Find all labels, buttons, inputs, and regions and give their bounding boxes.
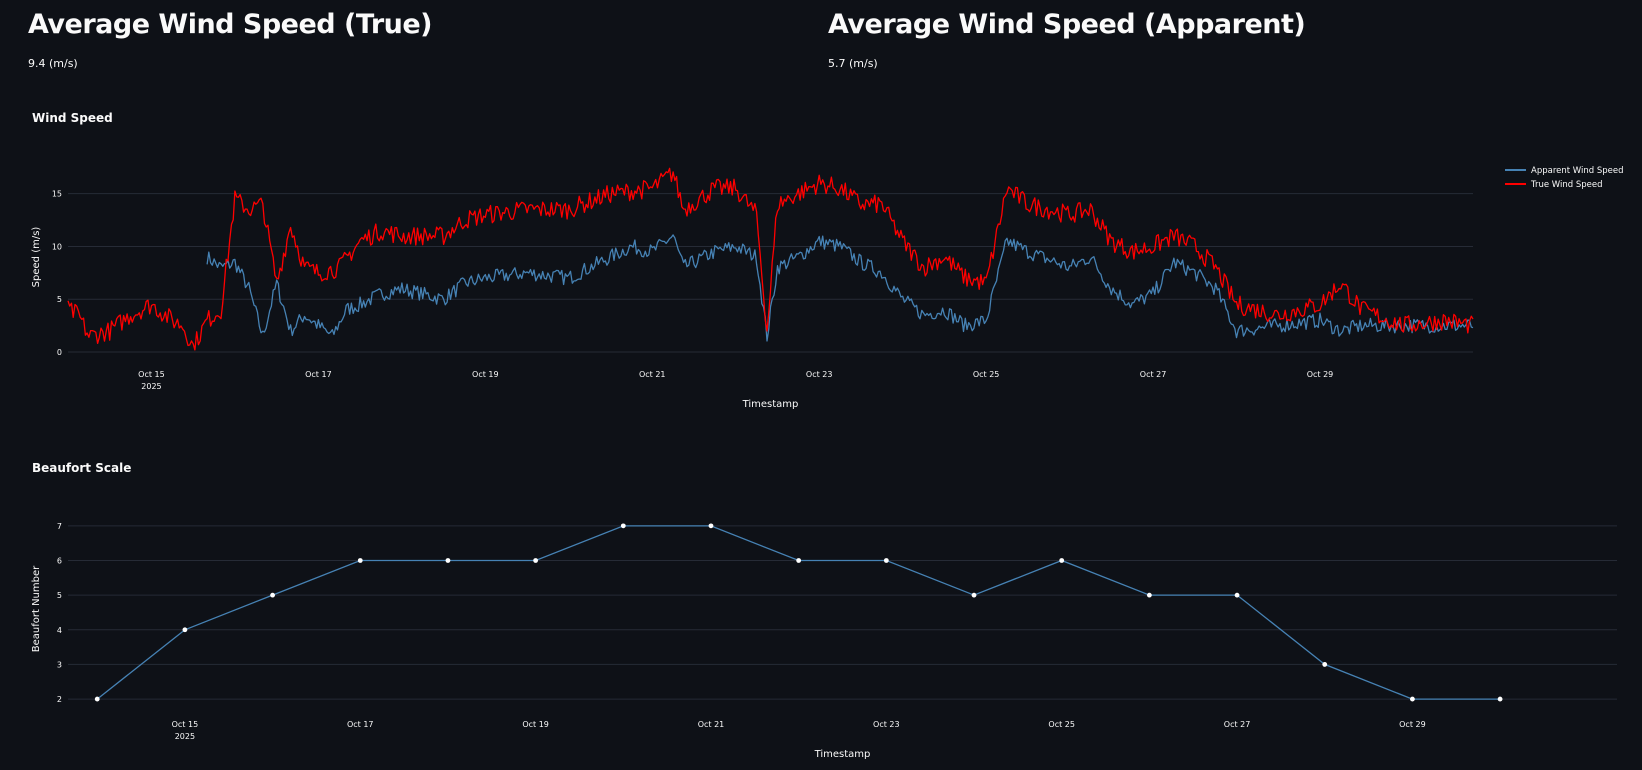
data-point[interactable]: [94, 696, 100, 702]
data-point[interactable]: [1146, 592, 1152, 598]
beaufort-chart-title: Beaufort Scale: [32, 461, 132, 475]
x-tick-label: Oct 29: [1399, 720, 1426, 729]
y-tick-label: 4: [57, 626, 62, 635]
legend-label: True Wind Speed: [1530, 180, 1602, 190]
metric-true-title: Average Wind Speed (True): [28, 9, 433, 40]
data-point[interactable]: [445, 558, 451, 563]
x-tick-label: Oct 21: [698, 720, 725, 729]
y-tick-label: 7: [57, 522, 62, 531]
series-line-apparent[interactable]: [206, 234, 1474, 342]
wind-speed-chart[interactable]: 0 5 10 15 Oct 15 2025 Oct 17 Oct 19 Oct 21 Oct 23…: [0, 0, 1642, 420]
data-point[interactable]: [1497, 696, 1503, 702]
y-tick-label: 3: [57, 660, 62, 669]
data-point[interactable]: [971, 592, 977, 598]
x-tick-label: Oct 27: [1224, 720, 1251, 729]
x-tick-label: Oct 15: [138, 370, 165, 379]
data-point[interactable]: [620, 523, 626, 529]
series-line-true[interactable]: [67, 167, 1474, 351]
metric-true-wind: Average Wind Speed (True) 9.4 (m/s): [28, 8, 433, 70]
y-tick-label: 15: [52, 190, 62, 199]
x-tick-label: Oct 27: [1140, 370, 1167, 379]
y-tick-label: 0: [57, 348, 62, 357]
x-tick-year-label: 2025: [141, 382, 161, 391]
data-point[interactable]: [796, 558, 802, 563]
data-point[interactable]: [182, 627, 188, 633]
data-point[interactable]: [1322, 662, 1328, 667]
x-tick-label: Oct 25: [1048, 720, 1075, 729]
x-tick-label: Oct 17: [305, 370, 332, 379]
x-tick-label: Oct 21: [639, 370, 666, 379]
x-tick-label: Oct 23: [806, 370, 833, 379]
data-point[interactable]: [533, 558, 539, 563]
x-tick-label: Oct 25: [973, 370, 1000, 379]
y-tick-label: 2: [57, 695, 62, 704]
x-tick-label: Oct 23: [873, 720, 900, 729]
metric-apparent-title: Average Wind Speed (Apparent): [828, 9, 1306, 40]
x-tick-label: Oct 19: [472, 370, 499, 379]
x-tick-label: Oct 15: [172, 720, 199, 729]
data-point[interactable]: [708, 523, 714, 529]
x-tick-label: Oct 17: [347, 720, 374, 729]
data-point[interactable]: [270, 592, 275, 598]
beaufort-line[interactable]: [96, 525, 1501, 700]
y-tick-label: 6: [57, 557, 62, 566]
y-axis-title: Beaufort Number: [31, 565, 42, 652]
y-axis-title: Speed (m/s): [31, 227, 42, 288]
legend-label: Apparent Wind Speed: [1531, 166, 1623, 176]
data-point[interactable]: [357, 558, 363, 563]
wind-speed-chart-title: Wind Speed: [32, 111, 113, 125]
x-axis-title: Timestamp: [742, 399, 799, 410]
metric-true-value: 9.4 (m/s): [28, 57, 78, 70]
metric-apparent-value: 5.7 (m/s): [828, 57, 878, 70]
data-point[interactable]: [1410, 696, 1415, 702]
data-point[interactable]: [1234, 592, 1240, 598]
metric-apparent-wind: Average Wind Speed (Apparent) 5.7 (m/s): [828, 8, 1306, 70]
y-tick-label: 5: [57, 295, 62, 304]
legend: Apparent Wind Speed True Wind Speed: [1505, 166, 1623, 190]
data-point[interactable]: [1059, 558, 1065, 563]
x-tick-label: Oct 19: [522, 720, 549, 729]
x-tick-year-label: 2025: [175, 732, 195, 741]
y-tick-label: 5: [57, 591, 62, 600]
y-tick-label: 10: [52, 242, 62, 251]
x-tick-label: Oct 29: [1307, 370, 1334, 379]
data-point[interactable]: [883, 558, 889, 563]
x-axis-title: Timestamp: [814, 749, 871, 760]
